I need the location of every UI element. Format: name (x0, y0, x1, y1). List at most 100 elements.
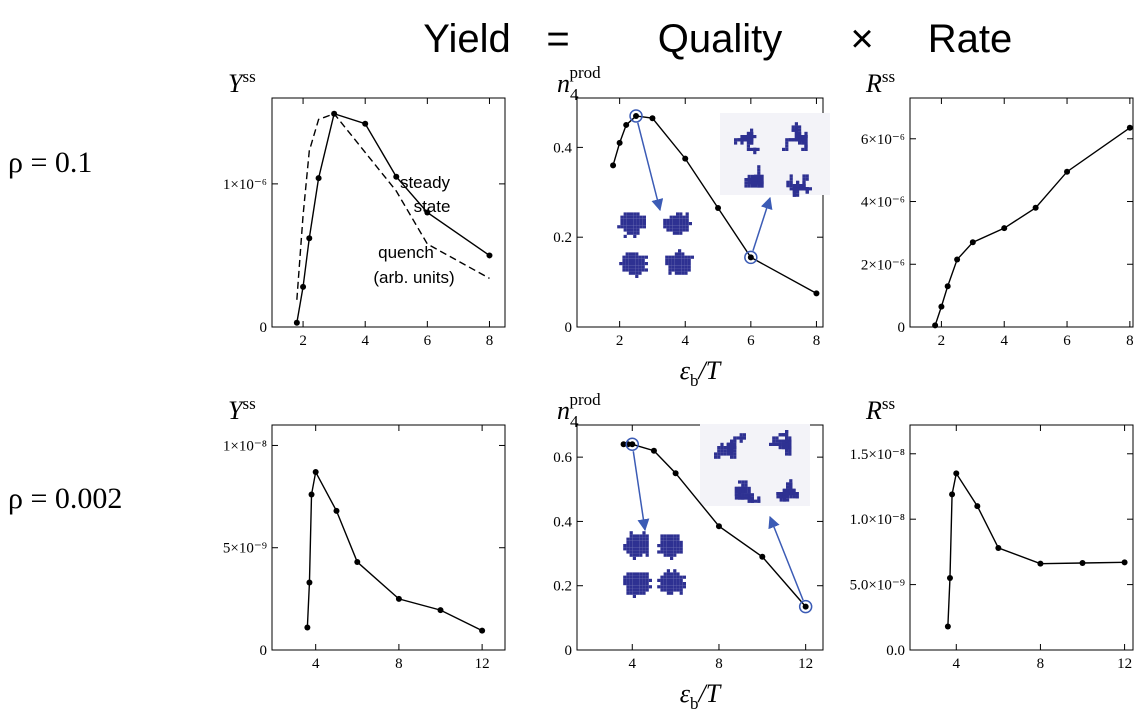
cluster-pixel (682, 582, 686, 586)
cluster-pixel (632, 265, 636, 269)
cluster-pixel (772, 436, 776, 440)
cluster-pixel (638, 262, 642, 266)
cluster-pixel (747, 493, 751, 497)
cluster-pixel (639, 215, 643, 219)
cluster-pixel (684, 271, 688, 275)
cluster-pixel (754, 499, 758, 503)
cluster-pixel (630, 228, 634, 232)
series-line (296, 112, 490, 300)
cluster-pixel (630, 215, 634, 219)
cluster-pixel (623, 228, 627, 232)
cluster-pixel (625, 262, 629, 266)
cluster-pixel (636, 231, 640, 235)
cluster-image (782, 122, 808, 151)
cluster-pixel (644, 268, 648, 272)
data-point (715, 523, 722, 530)
cluster-pixel (629, 550, 633, 554)
cluster-pixel (657, 550, 661, 554)
cluster-pixel (681, 252, 685, 256)
cluster-pixel (642, 537, 646, 541)
cluster-pixel (742, 436, 746, 440)
data-point (486, 252, 493, 259)
x-tick-label: 4 (681, 333, 689, 349)
cluster-pixel (636, 550, 640, 554)
plot-frame (909, 424, 1134, 651)
cluster-pixel (629, 572, 633, 576)
y-tick-label: 0 (260, 643, 268, 659)
cluster-pixel (792, 495, 796, 499)
cluster-pixel (663, 588, 667, 592)
cluster-pixel (645, 575, 649, 579)
cluster-pixel (625, 258, 629, 262)
data-point (629, 441, 636, 448)
cluster-pixel (673, 578, 677, 582)
cluster-pixel (788, 446, 792, 450)
cluster-pixel (641, 268, 645, 272)
cluster-pixel (623, 234, 627, 238)
cluster-image (657, 534, 683, 560)
cluster-pixel (750, 493, 754, 497)
cluster-pixel (632, 594, 636, 598)
cluster-pixel (744, 496, 748, 500)
cluster-pixel (626, 218, 630, 222)
cluster-pixel (805, 187, 809, 191)
x-tick-label: 8 (486, 333, 494, 349)
data-point (1126, 124, 1133, 131)
cluster-pixel (636, 582, 640, 586)
cluster-pixel (720, 452, 724, 456)
highlight-ring (625, 437, 640, 452)
cluster-pixel (629, 553, 633, 557)
cluster-pixel (673, 544, 677, 548)
cluster-pixel (628, 268, 632, 272)
cluster-pixel (740, 141, 744, 145)
annotation: (arb. units) (373, 268, 454, 287)
x-tick-label: 8 (715, 656, 723, 672)
cluster-pixel (726, 452, 730, 456)
cluster-pixel (632, 544, 636, 548)
cluster-pixel (670, 556, 674, 560)
cluster-pixel (663, 582, 667, 586)
cluster-pixel (642, 531, 646, 535)
cluster-pixel (638, 268, 642, 272)
cluster-pixel (679, 547, 683, 551)
y-axis-label: n4 prod (557, 390, 601, 431)
cluster-pixel (673, 550, 677, 554)
cluster-pixel (639, 578, 643, 582)
x-tick-label: 6 (424, 333, 432, 349)
cluster-pixel (738, 496, 742, 500)
cluster-pixel (747, 184, 751, 188)
cluster-pixel (663, 218, 667, 222)
cluster-pixel (641, 265, 645, 269)
cluster-pixel (669, 222, 673, 226)
cluster-pixel (663, 544, 667, 548)
data-point (437, 607, 444, 614)
cluster-pixel (626, 575, 630, 579)
cluster-pixel (630, 231, 634, 235)
cluster-pixel (802, 184, 806, 188)
cluster-pixel (676, 578, 680, 582)
cluster-pixel (626, 544, 630, 548)
cluster-pixel (670, 591, 674, 595)
cluster-pixel (786, 488, 790, 492)
label-part: prod (570, 390, 602, 409)
highlight-ring (798, 599, 813, 614)
cluster-pixel (660, 578, 664, 582)
cluster-pixel (628, 262, 632, 266)
cluster-pixel (769, 442, 773, 446)
cluster-pixel (629, 540, 633, 544)
data-point (300, 283, 307, 290)
cluster-pixel (666, 228, 670, 232)
cluster-pixel (623, 582, 627, 586)
cluster-pixel (757, 168, 761, 172)
data-point (954, 256, 961, 263)
cluster-pixel (796, 184, 800, 188)
cluster-pixel (670, 585, 674, 589)
cluster-pixel (738, 480, 742, 484)
cluster-pixel (760, 184, 764, 188)
cluster-pixel (760, 181, 764, 185)
cluster-pixel (642, 540, 646, 544)
cluster-pixel (666, 582, 670, 586)
cluster-pixel (673, 588, 677, 592)
cluster-pixel (794, 131, 798, 135)
